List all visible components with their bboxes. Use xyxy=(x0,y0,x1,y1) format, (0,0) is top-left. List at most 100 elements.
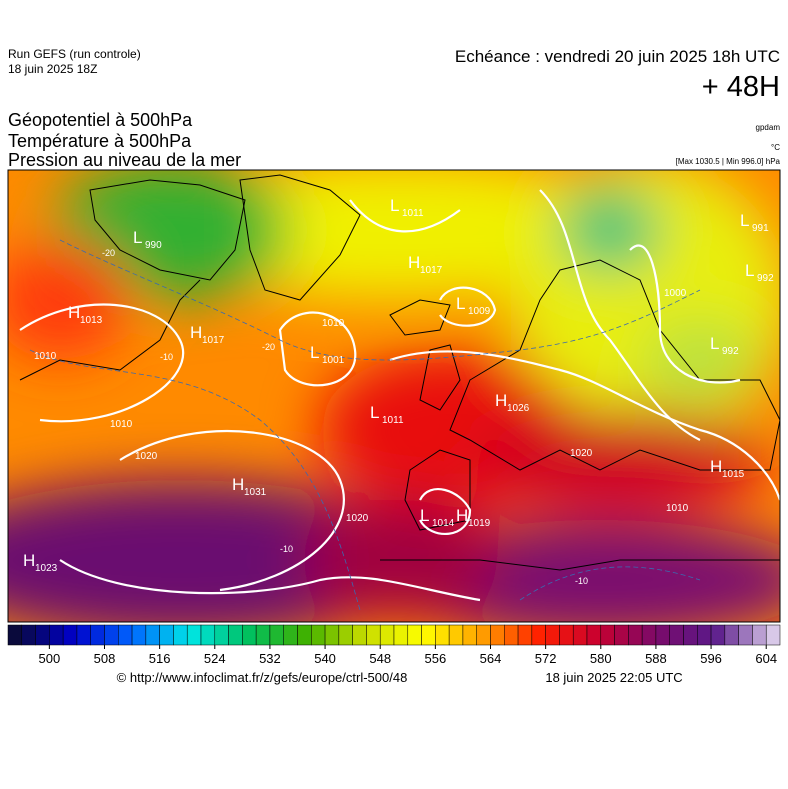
color-swatch xyxy=(366,624,381,646)
colorbar-label: 556 xyxy=(425,651,447,666)
color-swatch xyxy=(283,624,298,646)
color-swatch xyxy=(90,624,105,646)
isobar-label: 1010 xyxy=(34,351,57,362)
center-value: 992 xyxy=(722,346,739,357)
center-kind: L xyxy=(133,228,142,247)
colorbar-label: 604 xyxy=(755,651,777,666)
color-swatch xyxy=(572,624,588,646)
center-value: 1026 xyxy=(507,403,530,414)
center-kind: H xyxy=(710,457,722,476)
color-swatch xyxy=(269,624,284,646)
color-swatch xyxy=(145,624,160,646)
colorbar-label: 548 xyxy=(369,651,391,666)
unit: °C xyxy=(771,143,780,152)
temp-label: -10 xyxy=(160,352,173,362)
colorbar-label: 524 xyxy=(204,651,226,666)
color-swatch xyxy=(586,624,602,646)
colorbar-label: 508 xyxy=(94,651,116,666)
color-swatch xyxy=(118,624,133,646)
color-swatch xyxy=(765,624,781,646)
color-swatch xyxy=(504,624,519,646)
colorbar-label: 540 xyxy=(314,651,336,666)
color-swatch xyxy=(435,624,450,646)
center-value: 1013 xyxy=(80,315,103,326)
center-value: 991 xyxy=(752,223,769,234)
color-swatch xyxy=(669,624,684,646)
center-kind: L xyxy=(370,403,379,422)
temp-label: -10 xyxy=(280,544,293,554)
center-value: 1001 xyxy=(322,355,345,366)
color-swatch xyxy=(62,624,78,646)
map-frame xyxy=(7,169,781,623)
center-value: 1017 xyxy=(202,335,225,346)
color-swatch xyxy=(545,624,560,646)
run: Run GEFS (run controle) xyxy=(8,47,141,61)
color-swatch xyxy=(724,624,739,646)
color-swatch xyxy=(738,624,753,646)
color-swatch xyxy=(379,624,395,646)
center-value: 1023 xyxy=(35,563,58,574)
center-kind: L xyxy=(740,211,749,230)
colorbar-label: 516 xyxy=(149,651,171,666)
color-swatch xyxy=(628,624,643,646)
color-swatch xyxy=(159,624,174,646)
color-swatch xyxy=(242,624,257,646)
temp-label: -20 xyxy=(262,342,275,352)
color-swatch xyxy=(131,624,147,646)
source-url: © http://www.infoclimat.fr/z/gefs/europe… xyxy=(117,670,408,685)
colorbar-label: 596 xyxy=(700,651,722,666)
center-kind: L xyxy=(745,261,754,280)
color-swatch xyxy=(76,624,91,646)
center-value: 1015 xyxy=(722,469,745,480)
color-swatch xyxy=(311,624,326,646)
color-swatch xyxy=(683,624,698,646)
color-swatch xyxy=(21,624,36,646)
color-swatch xyxy=(186,624,202,646)
color-swatch xyxy=(448,624,464,646)
color-swatch xyxy=(752,624,767,646)
center-kind: L xyxy=(710,334,719,353)
color-swatch xyxy=(655,624,670,646)
isobar-label: 1010 xyxy=(666,503,689,514)
lead-time: + 48H xyxy=(702,71,780,103)
color-swatch xyxy=(490,624,505,646)
color-swatch xyxy=(324,624,340,646)
isobar-label: 1020 xyxy=(570,448,593,459)
temp-label: -10 xyxy=(575,576,588,586)
field: Température à 500hPa xyxy=(8,131,192,151)
center-value: 1031 xyxy=(244,487,267,498)
center-value: 990 xyxy=(145,240,162,251)
color-swatch xyxy=(614,624,629,646)
color-swatch xyxy=(517,624,533,646)
center-kind: H xyxy=(232,475,244,494)
center-value: 1011 xyxy=(382,415,404,426)
colorbar-label: 500 xyxy=(39,651,61,666)
center-value: 1017 xyxy=(420,265,443,276)
valid-time: Echéance : vendredi 20 juin 2025 18h UTC xyxy=(455,47,780,66)
color-swatch xyxy=(228,624,243,646)
color-swatch xyxy=(531,624,546,646)
color-swatch xyxy=(421,624,436,646)
unit: gpdam xyxy=(756,123,781,132)
isobar-label: 1020 xyxy=(346,513,369,524)
color-swatch xyxy=(297,624,312,646)
colorbar-label: 572 xyxy=(535,651,557,666)
isobar-label: 1000 xyxy=(664,288,687,299)
center-value: 1011 xyxy=(402,208,424,219)
center-kind: H xyxy=(68,303,80,322)
color-swatch xyxy=(214,624,229,646)
color-swatch xyxy=(407,624,422,646)
color-swatch xyxy=(49,624,64,646)
color-swatch xyxy=(710,624,726,646)
isobar-label: 1010 xyxy=(110,419,133,430)
color-swatch xyxy=(393,624,409,646)
colorbar-label: 580 xyxy=(590,651,612,666)
center-kind: H xyxy=(456,506,468,525)
color-swatch xyxy=(476,624,491,646)
run-date: 18 juin 2025 18Z xyxy=(8,62,97,76)
colorbar-label: 532 xyxy=(259,651,281,666)
isobar-label: 1020 xyxy=(135,451,158,462)
field: Pression au niveau de la mer xyxy=(8,150,241,170)
center-kind: H xyxy=(23,551,35,570)
